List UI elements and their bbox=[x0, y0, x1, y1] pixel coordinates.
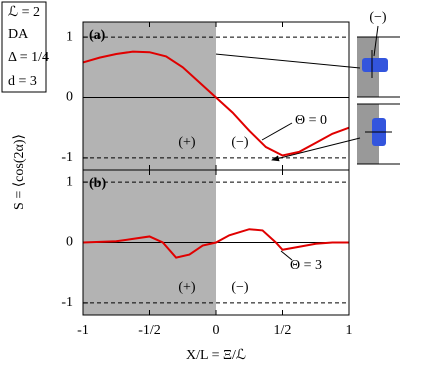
curve-pointer bbox=[261, 122, 293, 141]
plot-frame bbox=[82, 169, 350, 316]
region-label: (−) bbox=[231, 135, 249, 150]
region-label: (+) bbox=[178, 135, 196, 150]
y-tick-label: 1 bbox=[66, 174, 73, 189]
y-tick-label: -1 bbox=[61, 150, 73, 165]
x-tick-label: 0 bbox=[213, 323, 220, 338]
legend-frame bbox=[1, 1, 47, 93]
x-tick-label: 1 bbox=[346, 323, 353, 338]
shaded-region bbox=[83, 22, 216, 170]
curve-label: Θ = 0 bbox=[295, 113, 327, 128]
x-tick-label: -1 bbox=[77, 323, 89, 338]
inset-bottom bbox=[357, 103, 400, 165]
region-label: (−) bbox=[231, 280, 249, 295]
legend-text: ℒ = 2 bbox=[8, 5, 40, 20]
inset-top: (−) bbox=[357, 10, 400, 98]
region-label: (+) bbox=[178, 280, 196, 295]
x-axis-label: X/L = Ξ/ℒ bbox=[186, 348, 246, 363]
legend-text: Δ = 1/4 bbox=[8, 50, 49, 65]
y-axis-label: S = ⟨cos(2α)⟩ bbox=[12, 134, 27, 210]
x-tick-label: -1/2 bbox=[138, 323, 161, 338]
data-line bbox=[82, 50, 350, 157]
y-tick-label: 0 bbox=[66, 235, 73, 250]
legend-text: d = 3 bbox=[8, 74, 37, 89]
y-tick-label: 1 bbox=[66, 29, 73, 44]
x-tick-label: 1/2 bbox=[274, 323, 292, 338]
curve-pointer bbox=[280, 250, 293, 261]
panel-label: (b) bbox=[89, 176, 106, 191]
inset-label: (−) bbox=[369, 10, 387, 25]
pointer-arrow bbox=[271, 137, 361, 162]
y-tick-label: 0 bbox=[66, 90, 73, 105]
y-tick-label: -1 bbox=[61, 295, 73, 310]
legend-text: DA bbox=[8, 27, 29, 42]
panel-label: (a) bbox=[89, 28, 106, 43]
curve-label: Θ = 3 bbox=[290, 258, 322, 273]
data-line bbox=[82, 228, 349, 259]
